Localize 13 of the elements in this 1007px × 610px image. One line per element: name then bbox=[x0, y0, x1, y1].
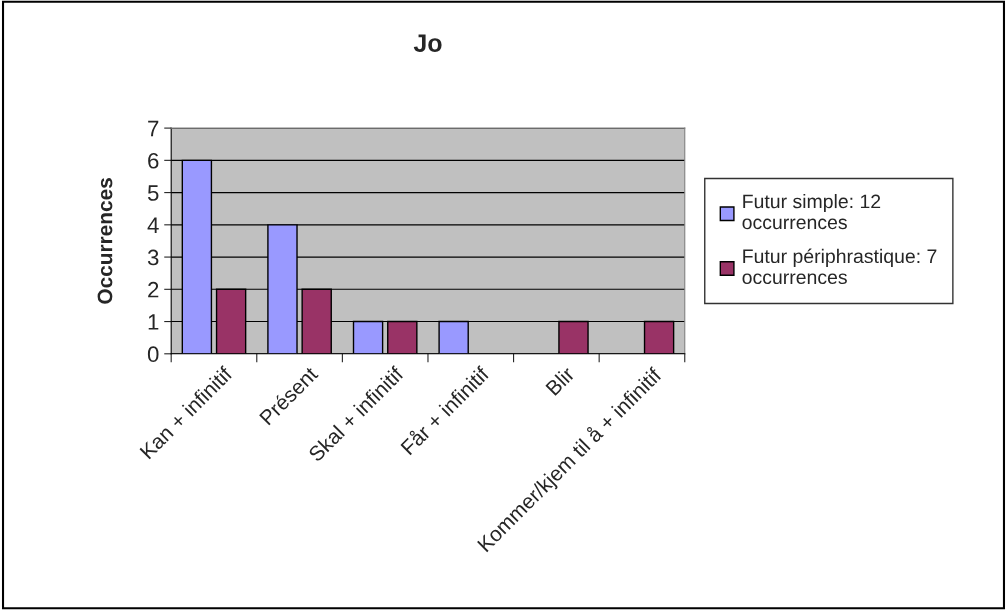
legend-label: Futur périphrastique: 7 occurrences bbox=[742, 248, 937, 285]
y-tick-label: 3 bbox=[147, 249, 159, 266]
y-tick-label: 1 bbox=[148, 314, 159, 330]
y-tick-label: 6 bbox=[148, 152, 159, 169]
y-tick-label: 0 bbox=[147, 346, 159, 363]
chart-title: Jo bbox=[413, 34, 442, 52]
y-axis-title: Occurrences bbox=[97, 178, 113, 304]
x-tick-label: Blir bbox=[544, 365, 576, 396]
y-tick-label: 5 bbox=[147, 185, 159, 201]
legend-label: Futur simple: 12 occurrences bbox=[742, 193, 881, 230]
y-tick-label: 4 bbox=[147, 217, 159, 233]
y-tick-label: 2 bbox=[148, 281, 159, 298]
y-tick-label: 7 bbox=[148, 120, 159, 137]
